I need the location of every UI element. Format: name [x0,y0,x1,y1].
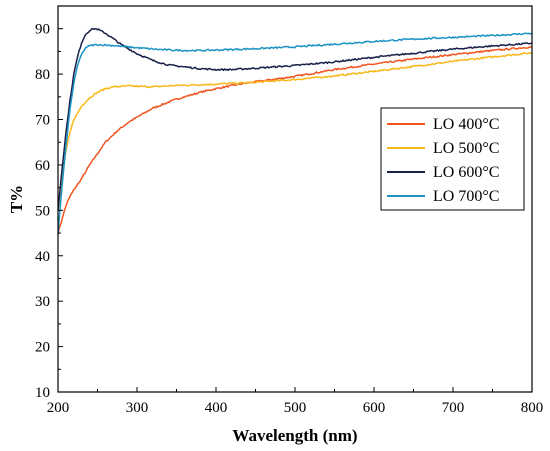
x-tick-label: 200 [47,400,70,416]
y-tick-label: 40 [35,249,50,265]
y-tick-label: 60 [35,158,50,174]
y-tick-label: 80 [35,67,50,83]
x-tick-label: 500 [284,400,307,416]
series-line-4 [58,32,532,234]
ticks-layer: 200 300 400 500 600 700 800 10 20 30 40 50 60 70 80 90 [35,22,543,416]
y-tick-label: 20 [35,340,50,356]
y-tick-label: 30 [35,294,50,310]
x-tick-label: 600 [363,400,386,416]
x-tick-label: 400 [205,400,228,416]
series-layer [58,27,532,235]
series-line-2 [58,51,532,210]
legend-label-1: LO 400°C [433,116,499,133]
x-axis-title: Wavelength (nm) [232,426,357,445]
x-tick-label: 300 [126,400,149,416]
y-tick-label: 90 [35,22,50,38]
x-tick-label: 800 [521,400,544,416]
series-line-1 [58,46,532,235]
legend-label-4: LO 700°C [433,188,499,205]
x-tick-label: 700 [442,400,465,416]
y-tick-label: 50 [35,203,50,219]
series-line-3 [58,27,532,211]
y-axis-title: T% [7,185,26,213]
legend-label-2: LO 500°C [433,140,499,157]
y-tick-label: 70 [35,113,50,129]
legend: LO 400°C LO 500°C LO 600°C LO 700°C [380,107,525,211]
legend-label-3: LO 600°C [433,164,499,181]
y-tick-label: 10 [35,385,50,401]
